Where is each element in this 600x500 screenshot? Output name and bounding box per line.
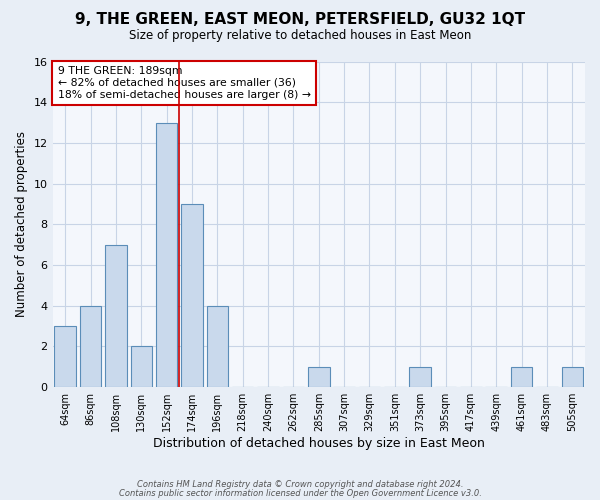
Bar [562,367,583,387]
Bar [80,306,101,387]
Bar [409,367,431,387]
Text: Size of property relative to detached houses in East Meon: Size of property relative to detached ho… [129,29,471,42]
Text: 9 THE GREEN: 189sqm
← 82% of detached houses are smaller (36)
18% of semi-detach: 9 THE GREEN: 189sqm ← 82% of detached ho… [58,66,311,100]
Bar [511,367,532,387]
Bar [105,244,127,387]
Text: Contains HM Land Registry data © Crown copyright and database right 2024.: Contains HM Land Registry data © Crown c… [137,480,463,489]
Y-axis label: Number of detached properties: Number of detached properties [15,132,28,318]
Bar [55,326,76,387]
Bar [156,122,178,387]
Bar [131,346,152,387]
X-axis label: Distribution of detached houses by size in East Meon: Distribution of detached houses by size … [153,437,485,450]
Text: Contains public sector information licensed under the Open Government Licence v3: Contains public sector information licen… [119,490,481,498]
Bar [308,367,329,387]
Bar [206,306,228,387]
Text: 9, THE GREEN, EAST MEON, PETERSFIELD, GU32 1QT: 9, THE GREEN, EAST MEON, PETERSFIELD, GU… [75,12,525,28]
Bar [181,204,203,387]
